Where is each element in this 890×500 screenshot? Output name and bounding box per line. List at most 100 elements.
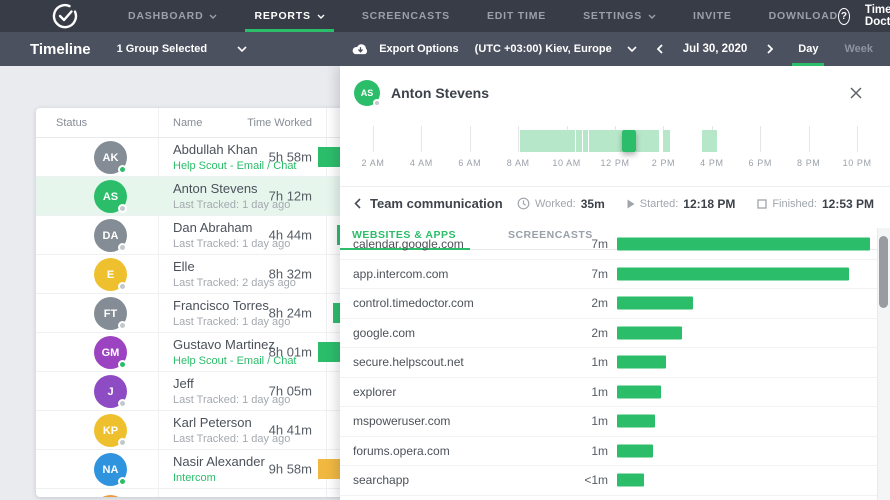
sub-header: Timeline 1 Group Selected Export Options… [0,32,890,66]
timeline-activity-segment[interactable] [589,130,622,152]
group-selector-label: 1 Group Selected [117,43,207,55]
menu-item[interactable]: DOWNLOAD [769,0,838,32]
menu-item[interactable]: DASHBOARD [128,0,217,32]
website-time: 1m [340,355,608,369]
view-toggle-week[interactable]: Week [839,32,878,66]
website-row[interactable]: calendar.google.com 7m [340,230,877,260]
company-name[interactable]: Time Doctor 2 [865,4,890,28]
time-worked-value: 7h 05m [36,384,312,399]
app-window: DASHBOARD REPORTS SCREENCASTS EDIT TIME … [0,0,890,500]
status-dot [118,360,127,369]
tick-label: 8 PM [797,158,820,168]
main-menu: DASHBOARD REPORTS SCREENCASTS EDIT TIME … [128,0,838,32]
close-icon[interactable] [850,87,862,99]
timeline-activity-segment[interactable] [576,130,581,152]
website-time-bar [617,297,693,310]
menu-item[interactable]: SETTINGS [583,0,656,32]
content-area: Status Name Time Worked AK Abdullah Khan… [0,66,890,500]
website-time: 2m [340,326,608,340]
started-label: Started: [640,198,679,210]
tick-label: 4 AM [410,158,433,168]
chevron-down-icon [317,14,325,19]
task-name: Team communication [370,196,503,211]
timeline-activity-segment[interactable] [663,130,670,152]
finished-stat: Finished: 12:53 PM [757,197,874,211]
website-row[interactable]: app.intercom.com 7m [340,260,877,290]
started-value: 12:18 PM [683,197,735,211]
time-worked-value: 8h 01m [36,345,312,360]
chevron-left-icon [657,44,663,54]
website-time-bar [617,238,870,251]
website-time-bar [617,444,653,457]
menu-item[interactable]: EDIT TIME [487,0,546,32]
menu-item[interactable]: INVITE [693,0,732,32]
column-header-time-worked: Time Worked [36,117,312,129]
time-worked-value: 4h 41m [36,423,312,438]
worked-stat: Worked: 35m [517,197,605,211]
timezone-label: (UTC +03:00) Kiev, Europe [475,43,612,55]
website-time-bar [617,415,655,428]
help-icon[interactable]: ? [838,8,850,25]
website-row[interactable]: mspoweruser.com 1m [340,407,877,437]
timezone-selector[interactable]: (UTC +03:00) Kiev, Europe [475,43,637,55]
menu-item[interactable]: SCREENCASTS [362,0,450,32]
website-row[interactable]: searchapp <1m [340,466,877,496]
cloud-download-icon [351,43,370,56]
timeline-activity-segment[interactable] [622,130,636,152]
group-selector[interactable]: 1 Group Selected [117,43,247,55]
status-dot [118,204,127,213]
previous-day-button[interactable] [653,44,667,54]
website-row[interactable]: google.com 2m [340,319,877,349]
websites-list: calendar.google.com 7m app.intercom.com … [340,230,877,500]
website-time-bar [617,385,661,398]
active-view-underline [792,63,824,67]
tick-line [809,126,810,152]
website-row[interactable]: forums.opera.com 1m [340,437,877,467]
chevron-down-icon [209,14,217,19]
tick-label: 12 PM [601,158,630,168]
timeline-activity-segment[interactable] [636,130,659,152]
website-row[interactable]: secure.helpscout.net 1m [340,348,877,378]
website-row[interactable]: explorer 1m [340,378,877,408]
status-dot [118,282,127,291]
website-time: 1m [340,414,608,428]
menu-item-label: INVITE [693,10,732,22]
status-dot [118,438,127,447]
tick-label: 6 AM [458,158,481,168]
tick-line [421,126,422,152]
avatar-partial [94,495,127,497]
task-stats: Worked: 35m Started: 12:18 PM Finished: … [517,197,874,211]
task-detail-row: Team communication Worked: 35m Started: … [340,186,890,220]
started-stat: Started: 12:18 PM [627,197,736,211]
time-worked-value: 8h 24m [36,306,312,321]
chevron-right-icon [767,44,773,54]
panel-header: AS Anton Stevens [340,78,890,108]
top-nav-right: ? Time Doctor 2 Kristina KC [838,4,890,28]
menu-item[interactable]: REPORTS [254,0,324,32]
tick-label: 10 AM [552,158,581,168]
timeline-activity-segment[interactable] [520,130,575,152]
chevron-down-icon [627,46,637,52]
website-time-bar [617,267,849,280]
scrollbar-thumb[interactable] [879,236,888,308]
export-options-button[interactable]: Export Options [351,43,458,56]
timeline-activity-segment[interactable] [583,130,588,152]
finished-label: Finished: [772,198,817,210]
next-day-button[interactable] [763,44,777,54]
website-row[interactable]: control.timedoctor.com 2m [340,289,877,319]
scrollbar-track[interactable] [877,228,890,500]
view-toggle-day[interactable]: Day [793,32,823,66]
website-time: 7m [340,237,608,251]
time-worked-value: 7h 12m [36,189,312,204]
back-button[interactable] [354,198,361,209]
date-display[interactable]: Jul 30, 2020 [683,43,748,55]
view-week-label: Week [844,43,873,55]
website-time-bar [617,356,666,369]
website-time: 2m [340,296,608,310]
time-doctor-logo-icon[interactable] [52,3,78,29]
timeline-activity-segment[interactable] [702,130,717,152]
status-dot [118,243,127,252]
page-title: Timeline [30,41,91,58]
view-day-label: Day [798,43,818,55]
status-dot [118,477,127,486]
